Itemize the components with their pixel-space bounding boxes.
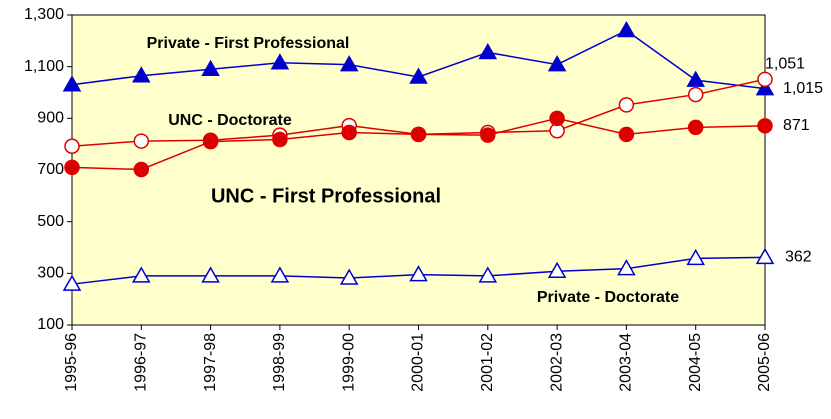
marker — [480, 127, 496, 143]
marker — [478, 42, 498, 60]
marker — [409, 67, 428, 84]
marker — [617, 20, 636, 38]
marker — [755, 79, 775, 96]
marker — [270, 53, 290, 70]
marker — [339, 268, 359, 285]
x-tick-label: 1997-98 — [202, 333, 219, 392]
y-tick-label: 1,100 — [24, 58, 64, 75]
x-tick-label: 2002-03 — [548, 333, 565, 392]
marker — [62, 274, 82, 291]
marker — [132, 66, 151, 83]
y-tick-label: 100 — [37, 316, 64, 333]
series-name: Private - First Professional — [147, 35, 350, 52]
marker — [270, 266, 290, 283]
marker — [687, 119, 704, 136]
y-tick-label: 900 — [37, 110, 64, 127]
x-tick-label: 1998-99 — [271, 333, 288, 392]
marker — [64, 138, 80, 154]
y-tick-label: 300 — [37, 265, 64, 282]
marker — [339, 55, 359, 72]
marker — [755, 247, 775, 265]
y-tick-label: 700 — [37, 161, 64, 178]
series-name: Private - Doctorate — [537, 289, 679, 306]
marker — [757, 71, 773, 88]
marker — [687, 86, 704, 103]
marker — [202, 133, 219, 150]
marker — [547, 55, 567, 72]
marker — [133, 133, 150, 149]
marker — [201, 266, 220, 283]
marker — [409, 265, 428, 282]
y-tick-label: 500 — [37, 213, 64, 230]
marker — [272, 131, 288, 148]
marker — [62, 75, 82, 92]
marker — [549, 110, 565, 127]
marker — [132, 266, 151, 283]
x-tick-label: 1996-97 — [133, 333, 150, 392]
x-tick-label: 2003-04 — [618, 333, 635, 392]
marker — [478, 266, 498, 283]
x-tick-label: 1999-00 — [340, 333, 357, 392]
x-tick-label: 2005-06 — [756, 333, 773, 392]
marker — [64, 159, 80, 176]
marker — [201, 59, 220, 76]
marker — [686, 70, 705, 87]
marker — [547, 261, 567, 279]
series-name: UNC - First Professional — [211, 185, 441, 207]
marker — [686, 248, 705, 266]
marker — [618, 97, 635, 113]
x-tick-label: 2004-05 — [687, 333, 704, 392]
value-label: 1,051 — [765, 56, 805, 73]
x-tick-label: 2000-01 — [410, 333, 427, 392]
y-tick-label: 1,300 — [24, 6, 64, 23]
value-label: 1,015 — [783, 80, 823, 97]
marker — [410, 126, 427, 143]
x-tick-label: 1995-96 — [63, 333, 80, 392]
x-tick-label: 2001-02 — [479, 333, 496, 392]
marker — [341, 124, 357, 141]
marker — [133, 161, 150, 178]
value-label: 362 — [785, 249, 812, 266]
marker — [618, 126, 635, 143]
series-name: UNC - Doctorate — [168, 112, 292, 129]
marker — [757, 118, 773, 134]
marker — [617, 259, 636, 276]
value-label: 871 — [783, 117, 810, 134]
